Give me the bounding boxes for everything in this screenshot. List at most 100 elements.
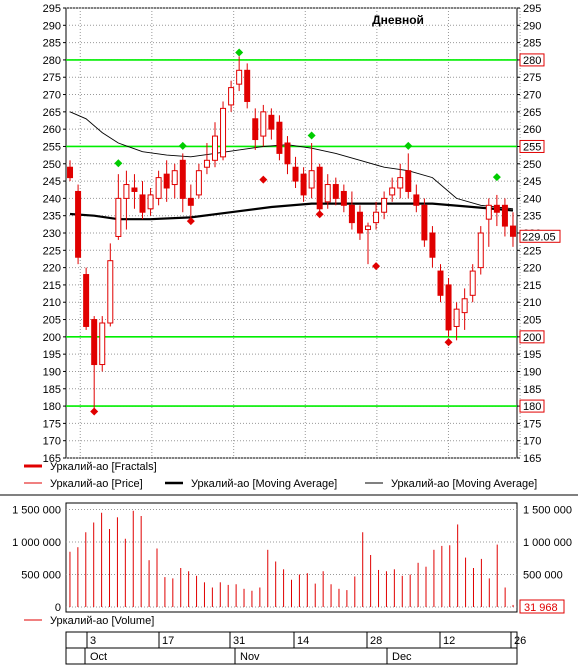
y-tick-label-right: 185 [523, 384, 541, 396]
candle-body [244, 69, 251, 102]
y-tick-label-left: 295 [43, 3, 61, 15]
fractal-up-marker [307, 131, 316, 140]
y-tick-label-left: 245 [43, 176, 61, 188]
candle-body [220, 107, 227, 158]
candle-body [123, 184, 130, 199]
candle-body [389, 187, 396, 196]
day-label: 17 [162, 635, 174, 647]
y-tick-label-left: 255 [43, 141, 61, 153]
candle-body [91, 319, 98, 366]
level-label: 255 [523, 141, 541, 153]
volume-last-label: 31 968 [524, 602, 558, 614]
day-label: 26 [514, 635, 526, 647]
candle-body [300, 173, 307, 196]
y-tick-label-left: 270 [43, 90, 61, 102]
volume-tick-label-left: 500 000 [21, 570, 61, 582]
candle-body [187, 197, 194, 206]
candle-body [276, 121, 283, 154]
y-tick-label-left: 180 [43, 401, 61, 413]
y-tick-label-left: 280 [43, 55, 61, 67]
y-tick-label-right: 240 [523, 193, 541, 205]
y-tick-label-left: 210 [43, 297, 61, 309]
y-tick-label-left: 285 [43, 38, 61, 50]
y-tick-label-left: 215 [43, 280, 61, 292]
y-tick-label-right: 275 [523, 72, 541, 84]
y-tick-label-left: 230 [43, 228, 61, 240]
y-tick-label-right: 265 [523, 107, 541, 119]
y-tick-label-left: 290 [43, 20, 61, 32]
fractal-down-marker [315, 210, 324, 219]
candle-body [195, 170, 202, 196]
legend-label: Уркалий-ао [Moving Average] [191, 478, 337, 490]
last-price-box [519, 229, 561, 243]
volume-last-box [519, 599, 565, 614]
y-tick-label-right: 215 [523, 280, 541, 292]
fractal-down-marker [90, 407, 99, 416]
candle-body [107, 260, 114, 324]
candle-body [493, 204, 500, 213]
candle-body [429, 232, 436, 258]
day-label: 14 [297, 635, 309, 647]
candle-body [268, 114, 275, 130]
fractal-down-marker [259, 175, 268, 184]
candle-body [340, 190, 347, 206]
candle-body [485, 204, 492, 220]
y-tick-label-left: 275 [43, 72, 61, 84]
candle-body [453, 308, 460, 327]
candle-body [284, 142, 291, 165]
y-tick-label-right: 270 [523, 90, 541, 102]
y-tick-label-left: 175 [43, 418, 61, 430]
candle-body [397, 177, 404, 189]
candle-body [348, 204, 355, 224]
y-tick-label-right: 210 [523, 297, 541, 309]
y-tick-label-left: 165 [43, 453, 61, 465]
fractal-up-marker [114, 159, 123, 168]
y-tick-label-left: 205 [43, 315, 61, 327]
candle-body [131, 187, 138, 192]
y-tick-label-right: 175 [523, 418, 541, 430]
level-label: 280 [523, 55, 541, 67]
candle-body [316, 166, 323, 210]
y-tick-label-left: 195 [43, 349, 61, 361]
fractal-down-marker [186, 217, 195, 226]
volume-tick-label-right: 1 500 000 [523, 505, 572, 517]
fractal-up-marker [404, 141, 413, 150]
price-panel: 165 165 170 170 175 175 180 180 185 185 190 190 195 1… [0, 3, 578, 496]
candle-body [147, 194, 154, 210]
candle-body [75, 190, 82, 258]
fractal-down-marker [372, 262, 381, 271]
y-tick-label-left: 190 [43, 366, 61, 378]
fractal-up-marker [492, 173, 501, 182]
candle-body [115, 197, 122, 237]
y-tick-label-left: 235 [43, 211, 61, 223]
y-tick-label-right: 260 [523, 124, 541, 136]
y-tick-label-right: 195 [523, 349, 541, 361]
candle-body [437, 270, 444, 296]
level-label-box [519, 139, 545, 153]
candle-body [365, 225, 372, 231]
y-tick-label-right: 205 [523, 315, 541, 327]
level-label-box [519, 399, 545, 413]
candle-body [99, 322, 106, 366]
y-tick-label-right: 235 [523, 211, 541, 223]
time-axis-panel: 3 17 31 14 28 12 26 Oct Nov Dec [65, 631, 526, 665]
candle-body [203, 159, 210, 168]
level-label-box [519, 53, 545, 67]
day-label: 12 [443, 635, 455, 647]
fractal-up-marker [235, 48, 244, 57]
y-tick-label-right: 290 [523, 20, 541, 32]
y-tick-label-right: 165 [523, 453, 541, 465]
candle-body [179, 159, 186, 199]
candle-body [83, 274, 90, 327]
y-tick-label-left: 260 [43, 124, 61, 136]
day-label: 31 [233, 635, 245, 647]
y-tick-label-right: 225 [523, 245, 541, 257]
candle-body [509, 225, 516, 237]
level-label: 200 [523, 332, 541, 344]
candle-body [421, 204, 428, 241]
ma-short-line [69, 111, 514, 210]
y-tick-label-right: 245 [523, 176, 541, 188]
candle-body [477, 232, 484, 269]
y-tick-label-right: 295 [523, 3, 541, 15]
